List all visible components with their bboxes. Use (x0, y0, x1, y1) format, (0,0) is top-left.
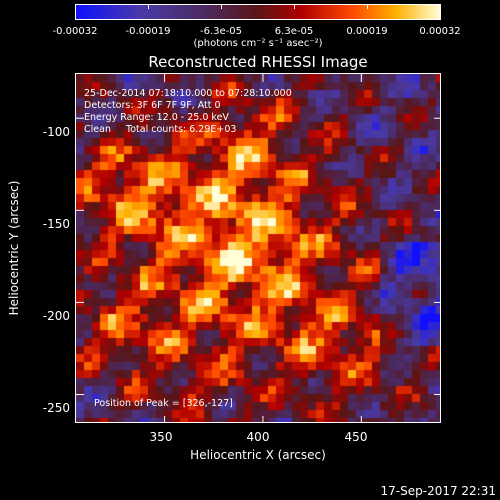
colorbar-tick-label: -0.00032 (52, 26, 98, 37)
annotation-time-range: 25-Dec-2014 07:18:10.000 to 07:28:10.000 (84, 88, 292, 99)
y-tick-label: -150 (42, 217, 70, 231)
colorbar-tick-mark (221, 4, 222, 9)
y-axis-label: Heliocentric Y (arcsec) (7, 180, 21, 316)
x-axis-label: Heliocentric X (arcsec) (190, 448, 326, 462)
annotation-peak-position: Position of Peak = [326,-127] (94, 398, 233, 409)
colorbar-tick-mark (75, 4, 76, 9)
y-tick-label: -100 (42, 125, 70, 139)
colorbar-tick-label: 6.3e-05 (274, 26, 314, 37)
colorbar-tick-label: 0.00032 (419, 26, 461, 37)
colorbar-tick-label: -0.00019 (125, 26, 171, 37)
chart-title: Reconstructed RHESSI Image (148, 53, 368, 71)
colorbar-tick-label: 0.00019 (346, 26, 388, 37)
y-tick-label: -250 (42, 401, 70, 415)
x-tick-label: 450 (344, 430, 368, 444)
colorbar (75, 4, 441, 20)
x-tick-label: 350 (149, 430, 173, 444)
x-tick-label: 400 (246, 430, 270, 444)
plot-area: 25-Dec-2014 07:18:10.000 to 07:28:10.000… (75, 73, 441, 423)
colorbar-tick-mark (440, 4, 441, 9)
heatmap-image (76, 74, 440, 422)
colorbar-tick-mark (367, 4, 368, 9)
annotation-clean-counts: Clean Total counts: 6.29E+03 (84, 124, 237, 135)
axis-ticks (76, 74, 440, 422)
annotation-detectors: Detectors: 3F 6F 7F 9F, Att 0 (84, 100, 221, 111)
colorbar-tick-mark (148, 4, 149, 9)
timestamp: 17-Sep-2017 22:31 (380, 484, 496, 498)
colorbar-tick-label: -6.3e-05 (200, 26, 242, 37)
y-tick-label: -200 (42, 309, 70, 323)
colorbar-units: (photons cm⁻² s⁻¹ asec⁻²) (193, 38, 323, 49)
colorbar-tick-mark (294, 4, 295, 9)
annotation-energy-range: Energy Range: 12.0 - 25.0 keV (84, 112, 229, 123)
